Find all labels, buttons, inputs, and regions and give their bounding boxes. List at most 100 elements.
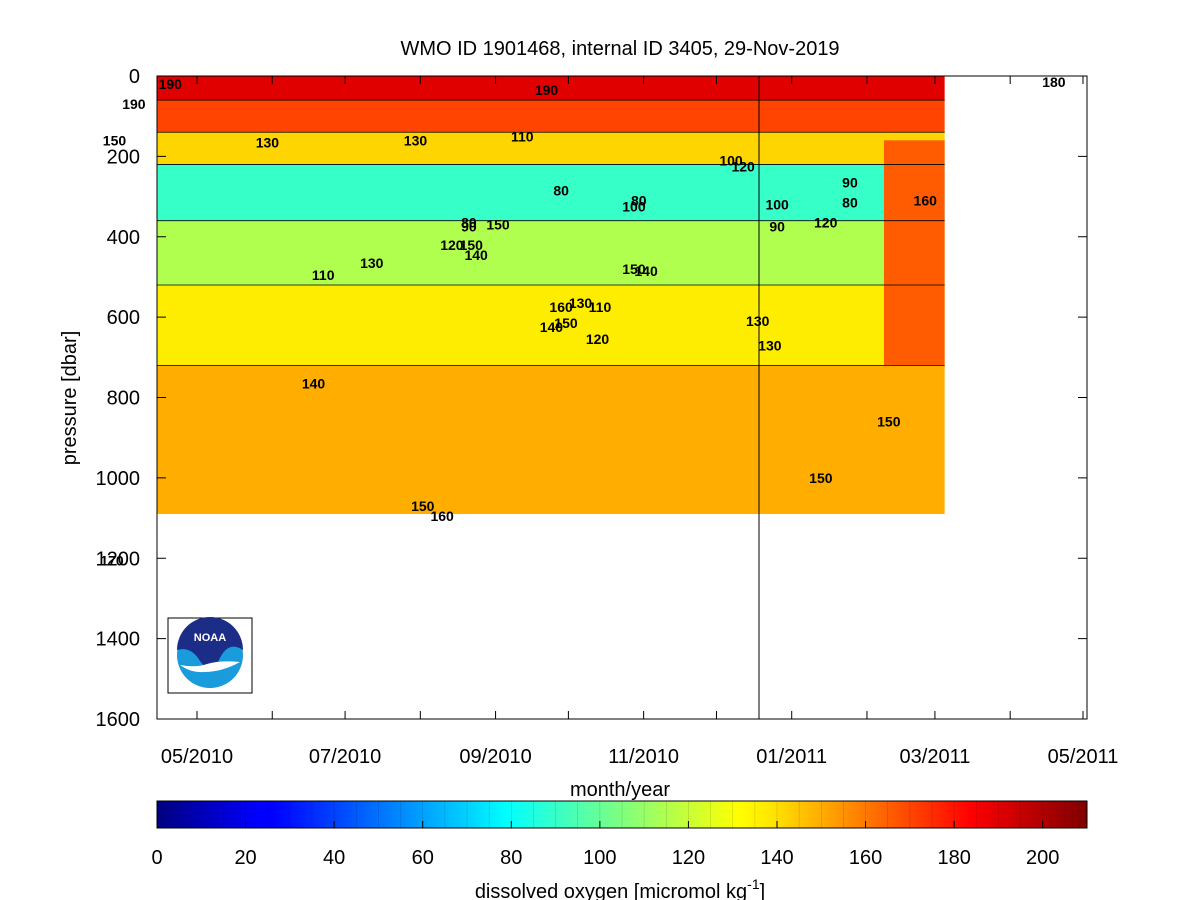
colorbar-tick-label: 80 [500, 847, 522, 869]
contour-label: 130 [569, 295, 593, 311]
colorbar-frame [156, 800, 1088, 829]
contour-label: 190 [159, 76, 183, 92]
field-layer-intermediate [157, 284, 945, 366]
colorbar: 0 20 40 60 80 100 120 140 160 180 200 dissolved ox… [151, 800, 1088, 900]
colorbar-tick-label: 60 [412, 847, 434, 869]
field-layer-oxycline [157, 100, 945, 133]
contour-label: 140 [302, 375, 326, 391]
field-layer-upper [157, 132, 945, 165]
x-tick-label: 11/2010 [608, 746, 679, 768]
colorbar-tick-label: 200 [1026, 847, 1059, 869]
y-tick-label: 1600 [96, 709, 141, 731]
contour-label: 120 [586, 331, 610, 347]
field-column-high-oxygen [883, 140, 945, 366]
colorbar-tick-label: 20 [234, 847, 256, 869]
x-tick-label: 05/2010 [161, 746, 233, 768]
contour-label: 90 [461, 219, 477, 235]
contour-label: 160 [430, 508, 454, 524]
field-layer-minimum_zone [157, 164, 945, 221]
contour-label: 130 [360, 255, 384, 271]
y-axis: 0 200 400 600 800 1000 1200 1400 1600 [96, 66, 1087, 731]
contour-label: 140 [634, 263, 658, 279]
x-tick-label: 07/2010 [309, 746, 381, 768]
contour-label: 150 [103, 132, 127, 148]
colorbar-tick-label: 140 [760, 847, 793, 869]
y-tick-label: 1200 [96, 548, 141, 570]
contour-label: 100 [719, 152, 743, 168]
field-layer-surface [157, 76, 945, 101]
chart-title: WMO ID 1901468, internal ID 3405, 29-Nov… [400, 38, 839, 60]
colorbar-tick-label: 120 [672, 847, 705, 869]
contour-label: 150 [877, 414, 901, 430]
contour-label: 100 [765, 197, 789, 213]
colorbar-tick-label: 0 [151, 847, 162, 869]
noaa-logo: NOAA [167, 617, 253, 694]
noaa-logo-bird [180, 661, 240, 673]
x-axis: 05/2010 07/2010 09/2010 11/2010 01/2011 03/20… [161, 76, 1119, 768]
colorbar-label-text: dissolved oxygen [micromol kg [475, 881, 747, 900]
y-tick-label: 400 [107, 227, 140, 249]
contour-label: 110 [589, 299, 612, 315]
contour-label: 130 [404, 132, 428, 148]
y-tick-label: 0 [129, 66, 140, 88]
contour-label: 100 [622, 199, 646, 215]
colorbar-band-lines [178, 801, 1066, 828]
contour-label: 150 [460, 237, 484, 253]
contour-label: 120 [814, 215, 838, 231]
contour-label: 110 [312, 267, 335, 283]
contour-label: 120 [731, 158, 755, 174]
colorbar-label-end: ] [760, 881, 766, 900]
contour-label: 140 [464, 247, 488, 263]
contour-label: 150 [809, 470, 833, 486]
contour-label: 140 [540, 319, 564, 335]
contour-label: 150 [411, 498, 435, 514]
colorbar-label-exponent: -1 [747, 876, 760, 892]
contour-label: 150 [622, 261, 646, 277]
colorbar-gradient [157, 801, 1087, 828]
y-axis-label: pressure [dbar] [59, 331, 81, 466]
y-tick-label: 1000 [96, 468, 141, 490]
contour-label: 150 [486, 217, 510, 233]
contour-label: 80 [461, 215, 477, 231]
contour-label: 130 [256, 134, 280, 150]
contour-lines [157, 99, 945, 366]
contour-label: 80 [842, 195, 858, 211]
colorbar-tick-label: 180 [937, 847, 970, 869]
contour-label: 130 [758, 337, 782, 353]
y-tick-label: 200 [107, 146, 140, 168]
contour-label: 120 [440, 237, 464, 253]
contour-label: 180 [1042, 74, 1066, 90]
x-tick-label: 03/2011 [900, 746, 971, 768]
colorbar-tick-label: 40 [323, 847, 345, 869]
contour-label: 90 [769, 219, 785, 235]
contour-label: 90 [842, 174, 858, 190]
contour-label: 170 [100, 552, 124, 568]
x-axis-label: month/year [570, 779, 670, 801]
y-tick-label: 800 [107, 388, 140, 410]
colorbar-tick-label: 160 [849, 847, 882, 869]
colorbar-ticks: 0 20 40 60 80 100 120 140 160 180 200 [151, 821, 1059, 869]
contour-label: 80 [553, 183, 569, 199]
x-tick-label: 09/2010 [459, 746, 531, 768]
contour-label: 190 [535, 82, 559, 98]
field-layer-deep [157, 365, 945, 515]
x-tick-label: 05/2011 [1048, 746, 1119, 768]
contour-label: 150 [554, 315, 578, 331]
noaa-logo-upper [177, 617, 243, 669]
contour-label: 160 [549, 299, 573, 315]
contour-label: 190 [122, 96, 146, 112]
colorbar-label: dissolved oxygen [micromol kg-1] [475, 876, 765, 900]
contour-label: 110 [511, 128, 534, 144]
noaa-logo-text: NOAA [194, 632, 226, 644]
x-tick-label: 01/2011 [756, 746, 827, 768]
contour-label: 130 [746, 313, 770, 329]
y-tick-label: 600 [107, 307, 140, 329]
colorbar-tick-label: 100 [583, 847, 616, 869]
field-layer-transition [157, 220, 945, 285]
y-tick-label: 1400 [96, 629, 141, 651]
contour-label: 160 [914, 193, 938, 209]
contour-label: 80 [631, 193, 647, 209]
